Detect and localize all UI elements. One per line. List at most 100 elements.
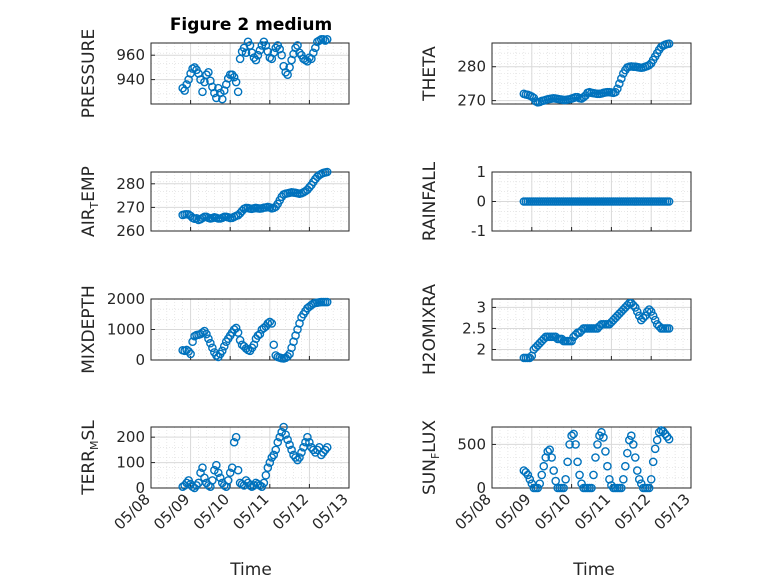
data-point [523,470,533,480]
y-axis-label: SUNFLUX [420,420,442,495]
data-point [623,448,632,458]
data-point [200,473,209,483]
data-point [259,478,269,488]
data-point [204,67,213,77]
x-tick-label: 05/08 [452,490,495,533]
data-point [537,470,547,480]
data-point [567,431,576,441]
y-tick-label: 200 [116,428,145,446]
x-tick-label: 05/09 [150,490,193,533]
data-point [309,48,318,58]
data-point [231,77,241,87]
data-point [627,431,636,441]
data-point [291,453,300,462]
data-point [650,315,660,325]
data-point [255,46,265,55]
data-point [261,470,271,480]
data-point [229,437,239,447]
data-point [571,440,580,449]
y-tick-label: 280 [457,58,486,76]
data-point [212,351,221,360]
data-point [231,432,241,442]
axes-box [150,426,350,489]
data-point [644,305,654,314]
data-point [569,429,578,439]
subplot-pressure: 940 960 PRESSURE [79,29,350,118]
data-point [638,313,648,323]
data-point [227,70,237,80]
data-point [650,444,660,454]
data-point [225,468,235,478]
y-tick-label: 500 [457,435,486,453]
data-point [654,427,664,437]
data-point [301,437,310,447]
y-tick-label: 0 [135,351,145,369]
data-point [283,352,292,361]
y-axis-label: RAINFALL [420,161,440,241]
data-point [646,307,656,316]
data-point [640,311,650,321]
data-point [591,453,600,462]
subplot-air-temp: 260 270 280 AIRTEMP [79,166,350,240]
data-point [565,440,574,449]
data-point [184,347,193,356]
data-point [188,337,197,347]
axes-box [491,298,692,361]
data-point [559,483,568,493]
data-point [263,463,273,472]
data-point [601,447,610,456]
data-point [219,341,229,351]
data-point [188,482,197,492]
data-point [573,457,582,467]
data-point [186,349,195,359]
data-point [628,301,638,310]
y-tick-label: 2 [476,340,486,358]
data-point [255,329,265,339]
data-point [269,450,279,460]
data-point [575,470,584,480]
data-point [182,478,191,488]
data-point [299,443,308,452]
data-point [285,440,294,450]
data-point [547,453,557,462]
subplot-h2omixra: 2 2.5 3 H2OMIXRA [420,284,692,375]
y-tick-label: 270 [116,198,145,216]
data-point [235,335,245,345]
data-point [214,468,223,478]
data-point [597,427,606,437]
y-tick-label: 1 [476,163,486,181]
data-point [539,461,549,471]
data-point [271,43,281,53]
data-point [277,50,286,60]
data-point [322,443,332,452]
data-point [233,328,243,337]
data-point [322,167,332,177]
data-point [525,353,535,363]
data-point [212,460,221,470]
subplot-mixdepth: 0 1000 2000 MIXDEPTH [79,285,350,374]
data-point [253,50,263,60]
y-tick-label: 0 [476,193,486,211]
data-point [253,331,263,340]
data-point [648,457,658,467]
data-point [293,455,302,465]
data-point [208,343,217,353]
x-axis-label-right: Time [572,560,615,580]
y-axis-label: PRESSURE [79,29,99,118]
data-point [198,328,207,337]
y-tick-label: -1 [471,222,486,240]
data-point [233,465,243,475]
axes-box [150,42,350,105]
data-point [229,72,239,82]
y-tick-label: 1000 [107,321,145,339]
data-point [545,445,555,454]
data-point [265,458,275,467]
data-point [190,63,199,72]
data-point [664,197,674,206]
x-tick-label: 05/10 [531,490,574,533]
data-point [632,307,642,316]
data-point [303,432,312,442]
y-tick-label: 940 [116,71,145,89]
y-axis-label: THETA [420,46,440,102]
